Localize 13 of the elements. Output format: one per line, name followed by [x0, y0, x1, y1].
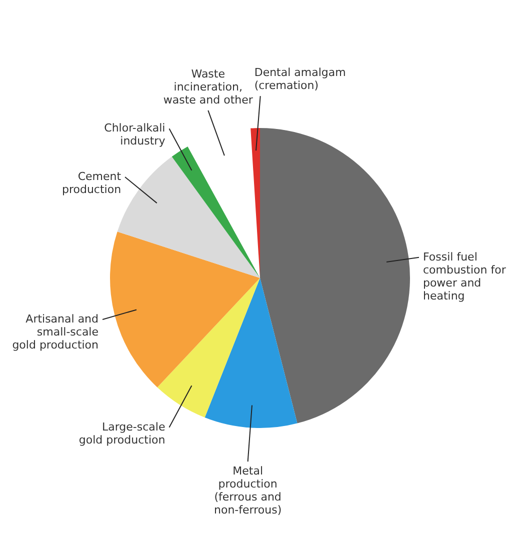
- slice-label: Large-scale gold production: [78, 420, 166, 446]
- slice-label: Dental amalgam (cremation): [254, 66, 346, 92]
- slice-label: Cement production: [62, 170, 122, 196]
- pie-slice: [172, 146, 260, 278]
- slice-label: Artisanal and small-scale gold production: [12, 312, 99, 352]
- pie-slice: [157, 278, 260, 418]
- slice-label: Fossil fuel combustion for power and heating: [422, 250, 506, 302]
- pie-slice: [110, 232, 260, 388]
- slice-label: Waste incineration, waste and other: [163, 67, 254, 106]
- pie-slice: [260, 128, 410, 424]
- slice-label: Chlor-alkali industry: [104, 122, 166, 148]
- pie-slice: [204, 278, 298, 428]
- slice-label: Metal production (ferrous and non-ferrous): [214, 464, 282, 517]
